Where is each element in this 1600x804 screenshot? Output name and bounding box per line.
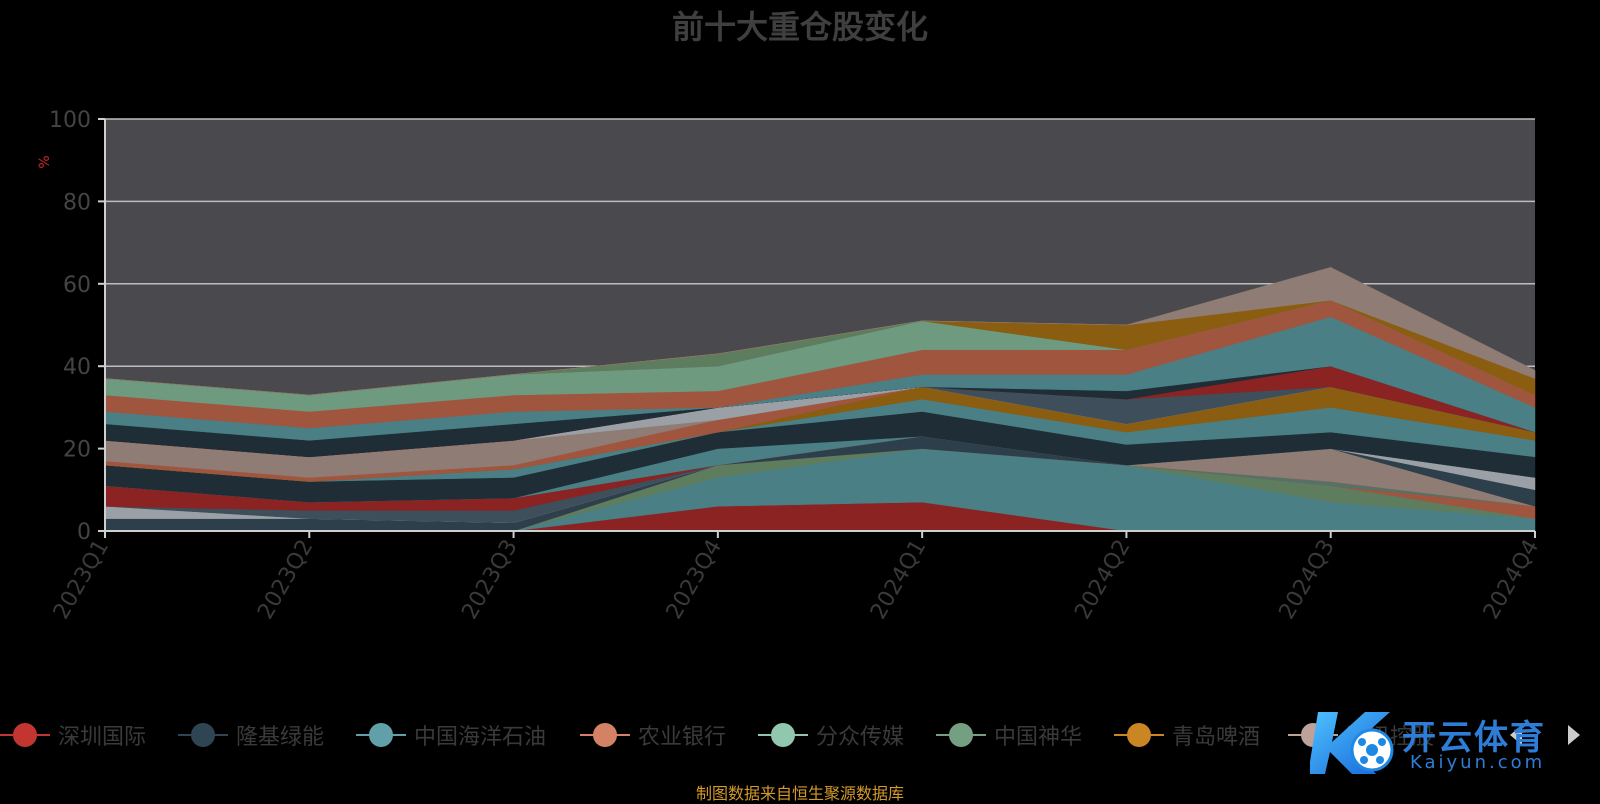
y-axis-unit: %: [37, 155, 53, 168]
legend-label: 分众传媒: [816, 725, 905, 750]
legend-next-icon[interactable]: [1568, 725, 1580, 745]
y-tick-label: 80: [63, 190, 91, 215]
x-tick-label: 2024Q1: [866, 536, 931, 624]
legend-item[interactable]: 中国海洋石油: [356, 718, 546, 752]
legend-label: 隆基绿能: [236, 725, 325, 750]
x-tick-label: 2023Q3: [457, 536, 522, 624]
source-note: 制图数据来自恒生聚源数据库: [695, 784, 904, 803]
y-axis-ticks: 0 20 40 60 80 100: [49, 108, 105, 545]
legend-item[interactable]: 分众传媒: [758, 718, 904, 752]
legend-marker-icon: [758, 720, 808, 750]
legend-label: 中国海洋石油: [414, 725, 547, 750]
x-tick-label: 2023Q2: [253, 536, 318, 624]
x-tick-label: 2023Q1: [49, 536, 114, 624]
chart-title: 前十大重仓股变化: [671, 8, 928, 46]
legend-page-arrows[interactable]: [1500, 720, 1590, 750]
x-axis-ticks: 2023Q1 2023Q2 2023Q3 2023Q4 2024Q1 2024Q2 2024…: [49, 531, 1544, 624]
legend-marker-icon: [580, 720, 630, 750]
legend-marker-icon: [178, 720, 228, 750]
watermark-logo: 开云体育 Kaiyun.com: [1308, 702, 1600, 782]
y-tick-label: 40: [63, 355, 91, 380]
legend-item[interactable]: 中国神华: [936, 718, 1082, 752]
legend-marker-icon: [936, 720, 986, 750]
legend-label: 中国神华: [994, 725, 1083, 750]
x-tick-label: 2023Q4: [662, 536, 727, 624]
legend-item[interactable]: 深圳国际: [0, 718, 146, 752]
y-tick-label: 0: [77, 520, 91, 545]
legend-label: 深圳国际: [58, 725, 147, 750]
legend-marker-icon: [1114, 720, 1164, 750]
axes: [104, 119, 1535, 532]
legend-marker-icon: [356, 720, 406, 750]
y-tick-label: 60: [63, 273, 91, 298]
legend-marker-icon: [0, 720, 50, 750]
kaiyun-logo-icon: [1308, 712, 1394, 774]
legend-label: 青岛啤酒: [1172, 725, 1261, 750]
legend-item[interactable]: 农业银行: [580, 718, 726, 752]
x-tick-label: 2024Q4: [1479, 536, 1544, 624]
legend-prev-icon[interactable]: [1510, 725, 1522, 745]
x-tick-label: 2024Q2: [1070, 536, 1135, 624]
y-tick-label: 20: [63, 438, 91, 463]
watermark-brand: 开云体育: [1402, 718, 1546, 758]
x-tick-label: 2024Q3: [1275, 536, 1340, 624]
area-series-group[interactable]: [104, 267, 1536, 532]
legend-item[interactable]: 青岛啤酒: [1114, 718, 1260, 752]
area-series-26[interactable]: [104, 267, 1536, 396]
legend-label: 农业银行: [638, 725, 727, 750]
y-tick-label: 100: [49, 108, 91, 133]
legend-item[interactable]: 隆基绿能: [178, 718, 324, 752]
watermark-domain: Kaiyun.com: [1410, 752, 1546, 773]
